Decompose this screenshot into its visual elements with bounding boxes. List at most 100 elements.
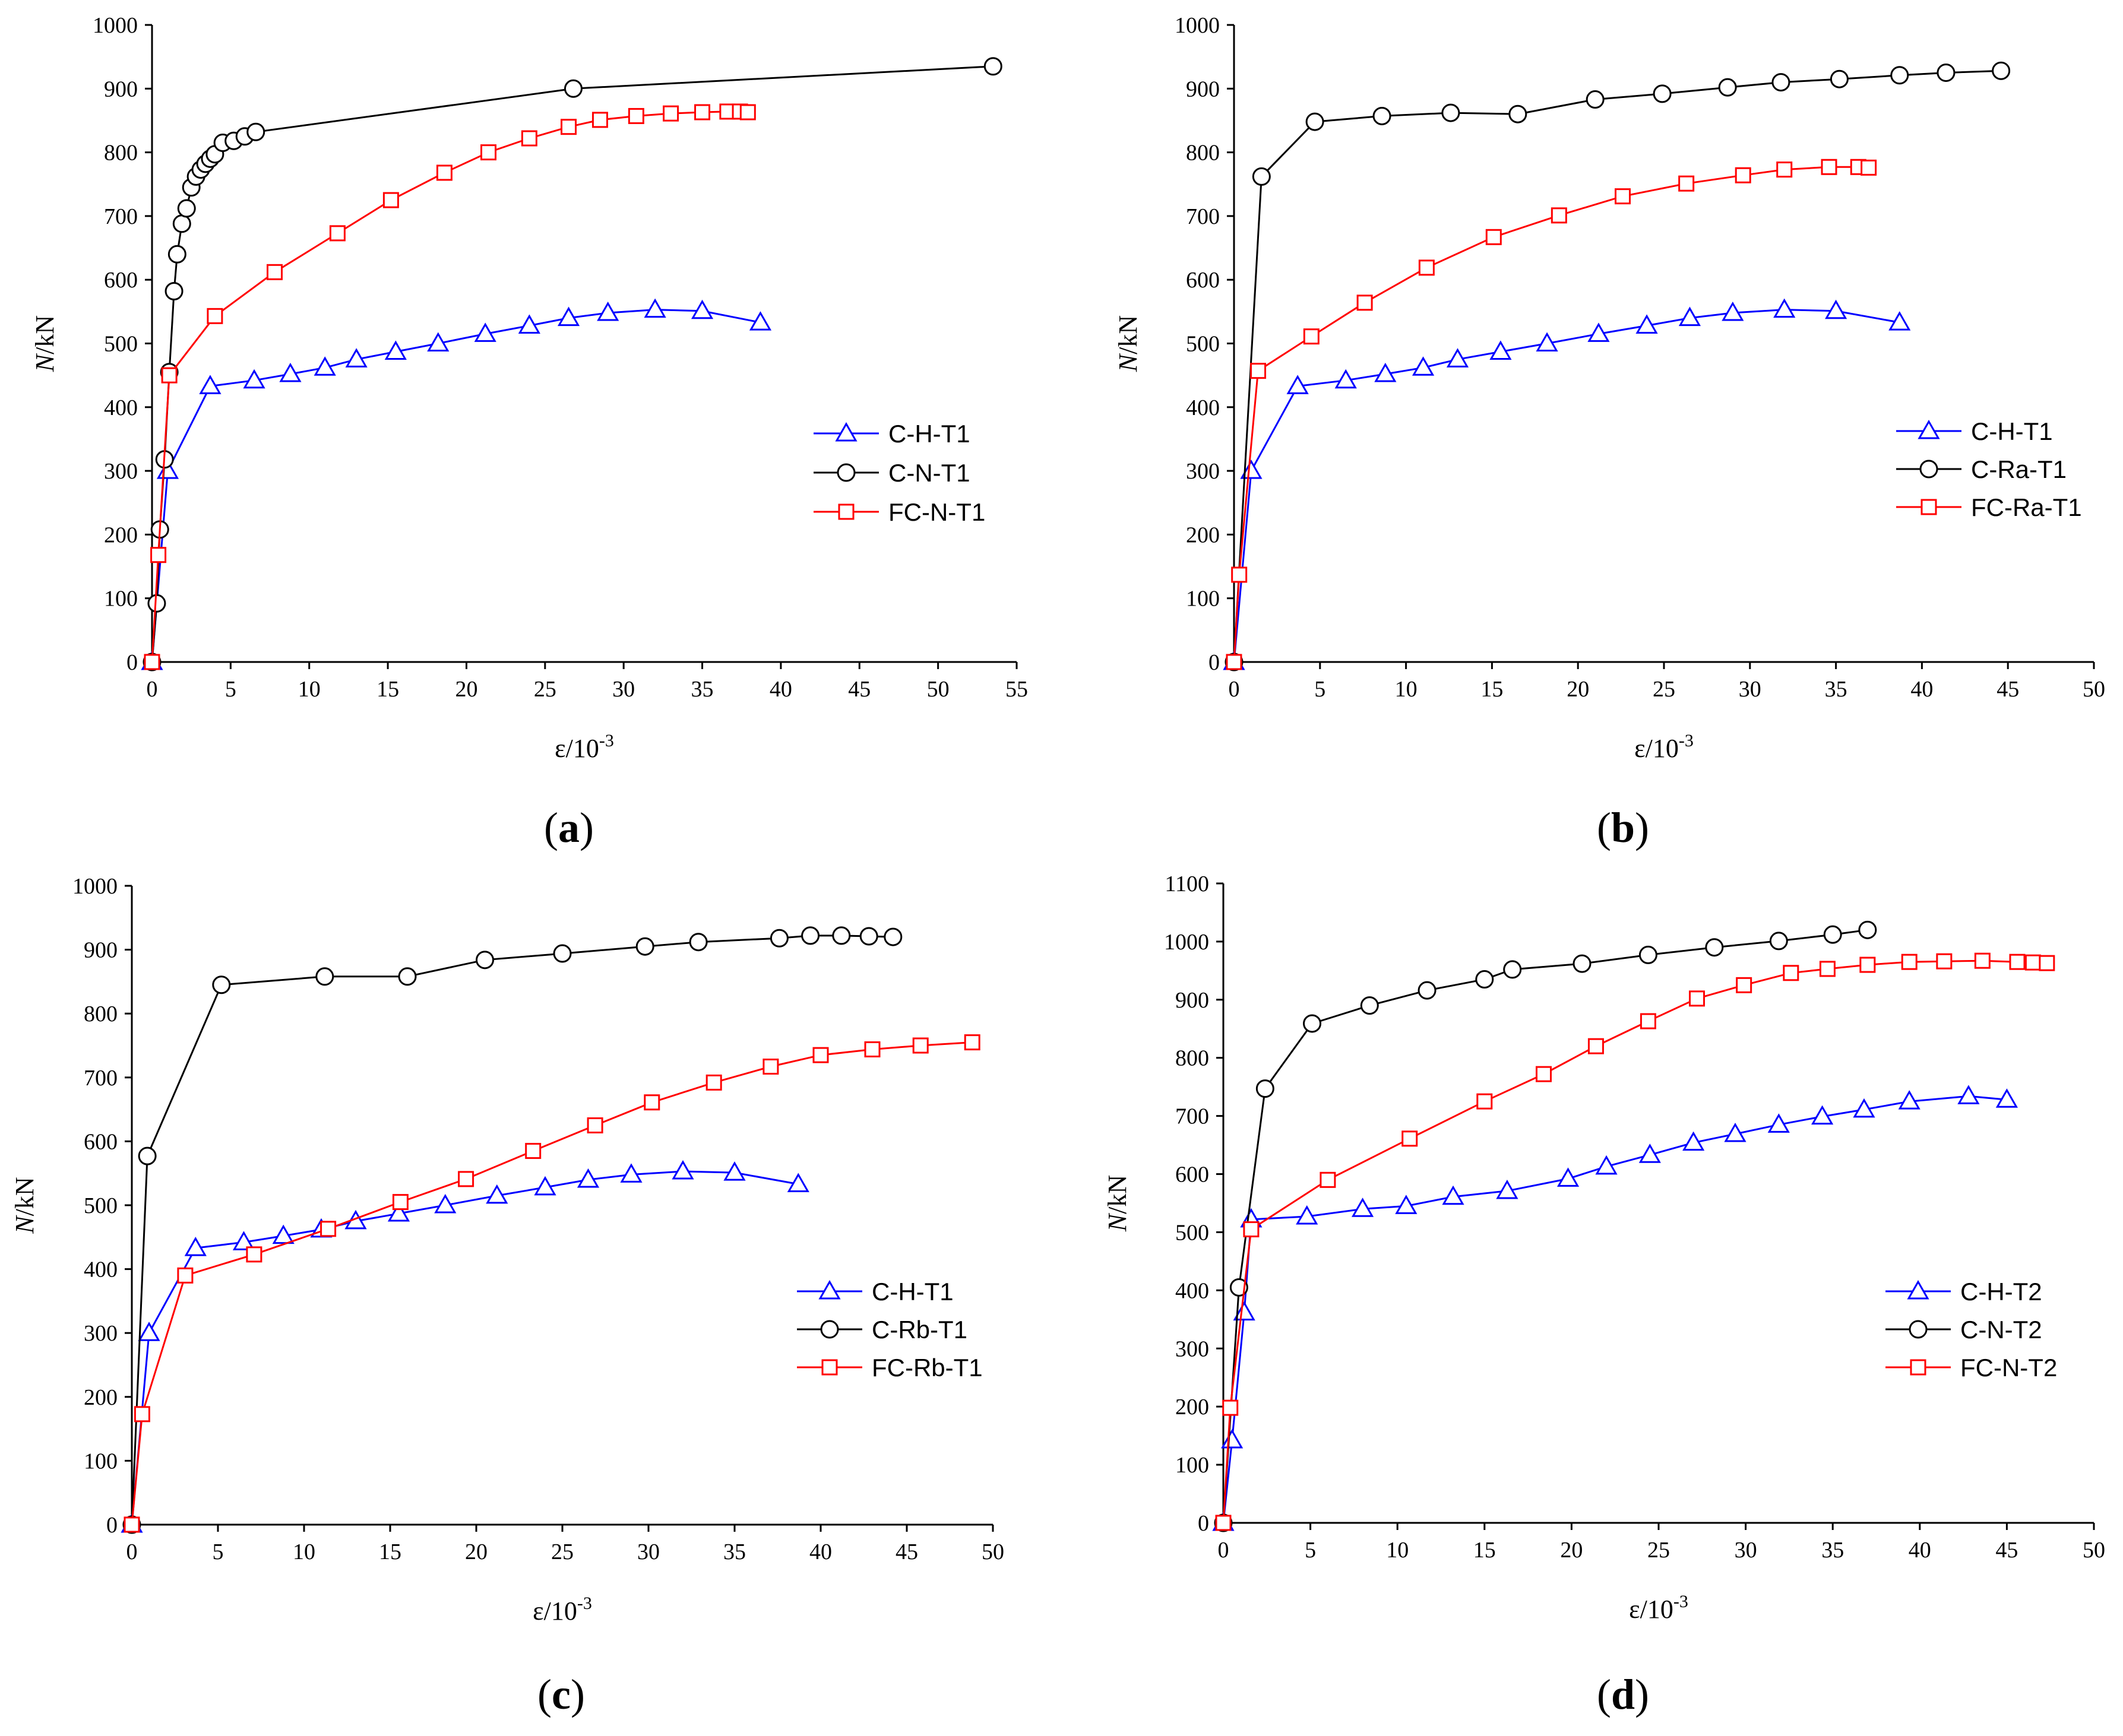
data-point — [184, 1237, 207, 1256]
data-point — [1441, 103, 1460, 122]
x-tick-label: 10 — [298, 677, 321, 702]
data-point — [266, 264, 283, 280]
data-point — [1372, 106, 1391, 125]
y-tick-label: 700 — [104, 204, 138, 229]
data-point — [1296, 1205, 1318, 1225]
data-point — [345, 348, 368, 368]
panel-c: 0 5 10 15 20 25 30 35 40 45 5001002003004005006007… — [10, 874, 1004, 1718]
x-tick-label: 30 — [1735, 1538, 1757, 1563]
data-point — [1222, 1399, 1239, 1416]
data-point — [1595, 1155, 1618, 1175]
data-point — [1861, 159, 1877, 176]
data-point — [884, 927, 903, 946]
legend-label: C-Ra-T1 — [1971, 455, 2067, 483]
data-point — [1635, 314, 1658, 334]
y-tick-label: 800 — [1186, 141, 1220, 166]
legend-entry: C-N-T1 — [814, 459, 970, 487]
data-point — [243, 369, 265, 389]
data-point — [177, 199, 196, 218]
data-point — [1769, 932, 1788, 951]
x-tick-label: 35 — [1821, 1538, 1844, 1563]
data-point — [147, 594, 166, 613]
data-point — [1374, 362, 1397, 382]
x-tick-label: 20 — [455, 677, 477, 702]
data-point — [1689, 990, 1706, 1007]
x-tick-label: 25 — [534, 677, 556, 702]
x-tick-label: 35 — [723, 1539, 746, 1564]
data-point — [518, 314, 540, 334]
legend-label: C-H-T2 — [1960, 1278, 2042, 1306]
y-tick-label: 600 — [1186, 268, 1220, 293]
data-point — [1250, 363, 1267, 379]
data-point — [1303, 328, 1320, 345]
y-tick-label: 600 — [1175, 1162, 1209, 1187]
y-tick-label: 500 — [1186, 332, 1220, 357]
data-point — [1823, 925, 1842, 944]
x-axis-title: ε/10-3 — [533, 1594, 592, 1626]
y-tick-label: 600 — [104, 268, 138, 293]
data-point — [172, 214, 191, 233]
data-point — [486, 1184, 508, 1204]
data-point — [1573, 954, 1592, 973]
y-tick-label: 700 — [1186, 204, 1220, 229]
data-point — [1957, 1085, 1980, 1104]
x-tick-label: 15 — [1480, 677, 1503, 702]
data-point — [577, 1168, 600, 1188]
legend-entry: FC-N-T2 — [1885, 1354, 2057, 1382]
data-point — [1771, 73, 1790, 92]
series-C-N-T1 — [143, 57, 1002, 671]
x-tick-label: 10 — [293, 1539, 315, 1564]
data-point — [832, 926, 851, 945]
legend-marker — [1907, 1279, 1929, 1300]
y-tick-label: 300 — [1186, 459, 1220, 484]
data-point — [1442, 1185, 1464, 1205]
data-point — [1974, 952, 1991, 969]
data-point — [476, 951, 494, 970]
data-point — [199, 375, 222, 394]
y-tick-label: 800 — [104, 141, 138, 166]
legend-label: C-H-T1 — [888, 420, 970, 448]
data-point — [689, 933, 708, 952]
data-point — [1360, 996, 1379, 1015]
data-point — [1252, 167, 1271, 186]
y-tick-label: 200 — [1175, 1395, 1209, 1420]
x-tick-label: 55 — [1005, 677, 1028, 702]
y-axis-title: N/kN — [30, 315, 59, 372]
x-axis-title: ε/10-3 — [1634, 731, 1694, 763]
legend-marker — [1919, 460, 1938, 479]
y-tick-label: 0 — [106, 1513, 118, 1538]
data-point — [272, 1224, 295, 1244]
series-C-H-T1 — [141, 298, 772, 670]
data-point — [644, 298, 666, 318]
series-FC-Ra-T1 — [1226, 159, 1877, 670]
x-tick-label: 10 — [1395, 677, 1418, 702]
data-point — [1830, 69, 1849, 88]
legend-entry: C-Rb-T1 — [797, 1316, 967, 1344]
data-point — [1858, 920, 1877, 939]
data-point — [1418, 981, 1437, 1000]
series-FC-Rb-T1 — [124, 1034, 980, 1533]
panel-d: 0 5 10 15 20 25 30 35 40 45 5001002003004005006007… — [1103, 872, 2105, 1718]
data-point — [167, 245, 186, 264]
data-point — [1614, 188, 1631, 205]
x-tick-label: 40 — [770, 677, 792, 702]
legend-marker — [818, 1279, 841, 1300]
y-tick-label: 100 — [104, 587, 138, 612]
data-point — [694, 104, 711, 121]
data-point — [1890, 66, 1909, 85]
legend-entry: FC-Ra-T1 — [1896, 493, 2082, 521]
data-point — [134, 1406, 150, 1423]
x-tick-label: 40 — [1909, 1538, 1931, 1563]
data-point — [1305, 112, 1324, 131]
data-point — [1233, 1301, 1255, 1321]
series-FC-N-T1 — [144, 103, 756, 670]
data-point — [1334, 369, 1357, 389]
data-point — [557, 306, 580, 327]
data-point — [1587, 322, 1610, 342]
data-point — [1356, 294, 1373, 311]
series-line — [151, 309, 761, 663]
data-point — [620, 1163, 643, 1183]
data-point — [1412, 356, 1435, 376]
x-axis-title: ε/10-3 — [555, 731, 614, 763]
